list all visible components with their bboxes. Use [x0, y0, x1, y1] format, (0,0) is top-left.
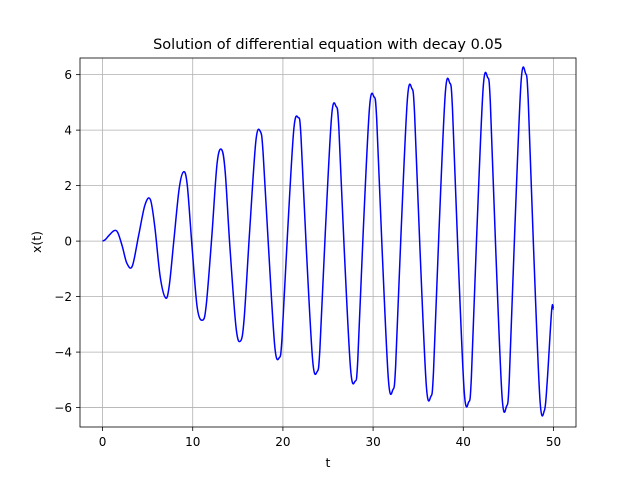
x-tick-label: 30 [365, 435, 380, 449]
y-tick-label: −6 [54, 401, 72, 415]
x-axis-label: t [326, 455, 331, 470]
y-tick-label: 6 [64, 68, 72, 82]
y-tick-label: 4 [64, 124, 72, 138]
plot-frame [79, 57, 577, 428]
x-tick-label: 40 [456, 435, 471, 449]
x-tick-label: 50 [546, 435, 561, 449]
y-tick-label: −2 [54, 290, 72, 304]
ticks: 0 10 20 30 40 50 −6 −4 −2 0 2 4 6 [54, 68, 561, 449]
chart-title: Solution of differential equation with d… [153, 37, 503, 53]
x-tick-label: 0 [99, 435, 107, 449]
series-line [102, 66, 555, 417]
y-tick-label: 0 [64, 235, 72, 249]
y-axis-label: x(t) [29, 231, 44, 253]
y-tick-label: −4 [54, 346, 72, 360]
grid [80, 58, 576, 427]
series-layer [102, 66, 555, 417]
y-tick-label: 2 [64, 179, 72, 193]
x-tick-label: 20 [275, 435, 290, 449]
x-tick-label: 10 [185, 435, 200, 449]
